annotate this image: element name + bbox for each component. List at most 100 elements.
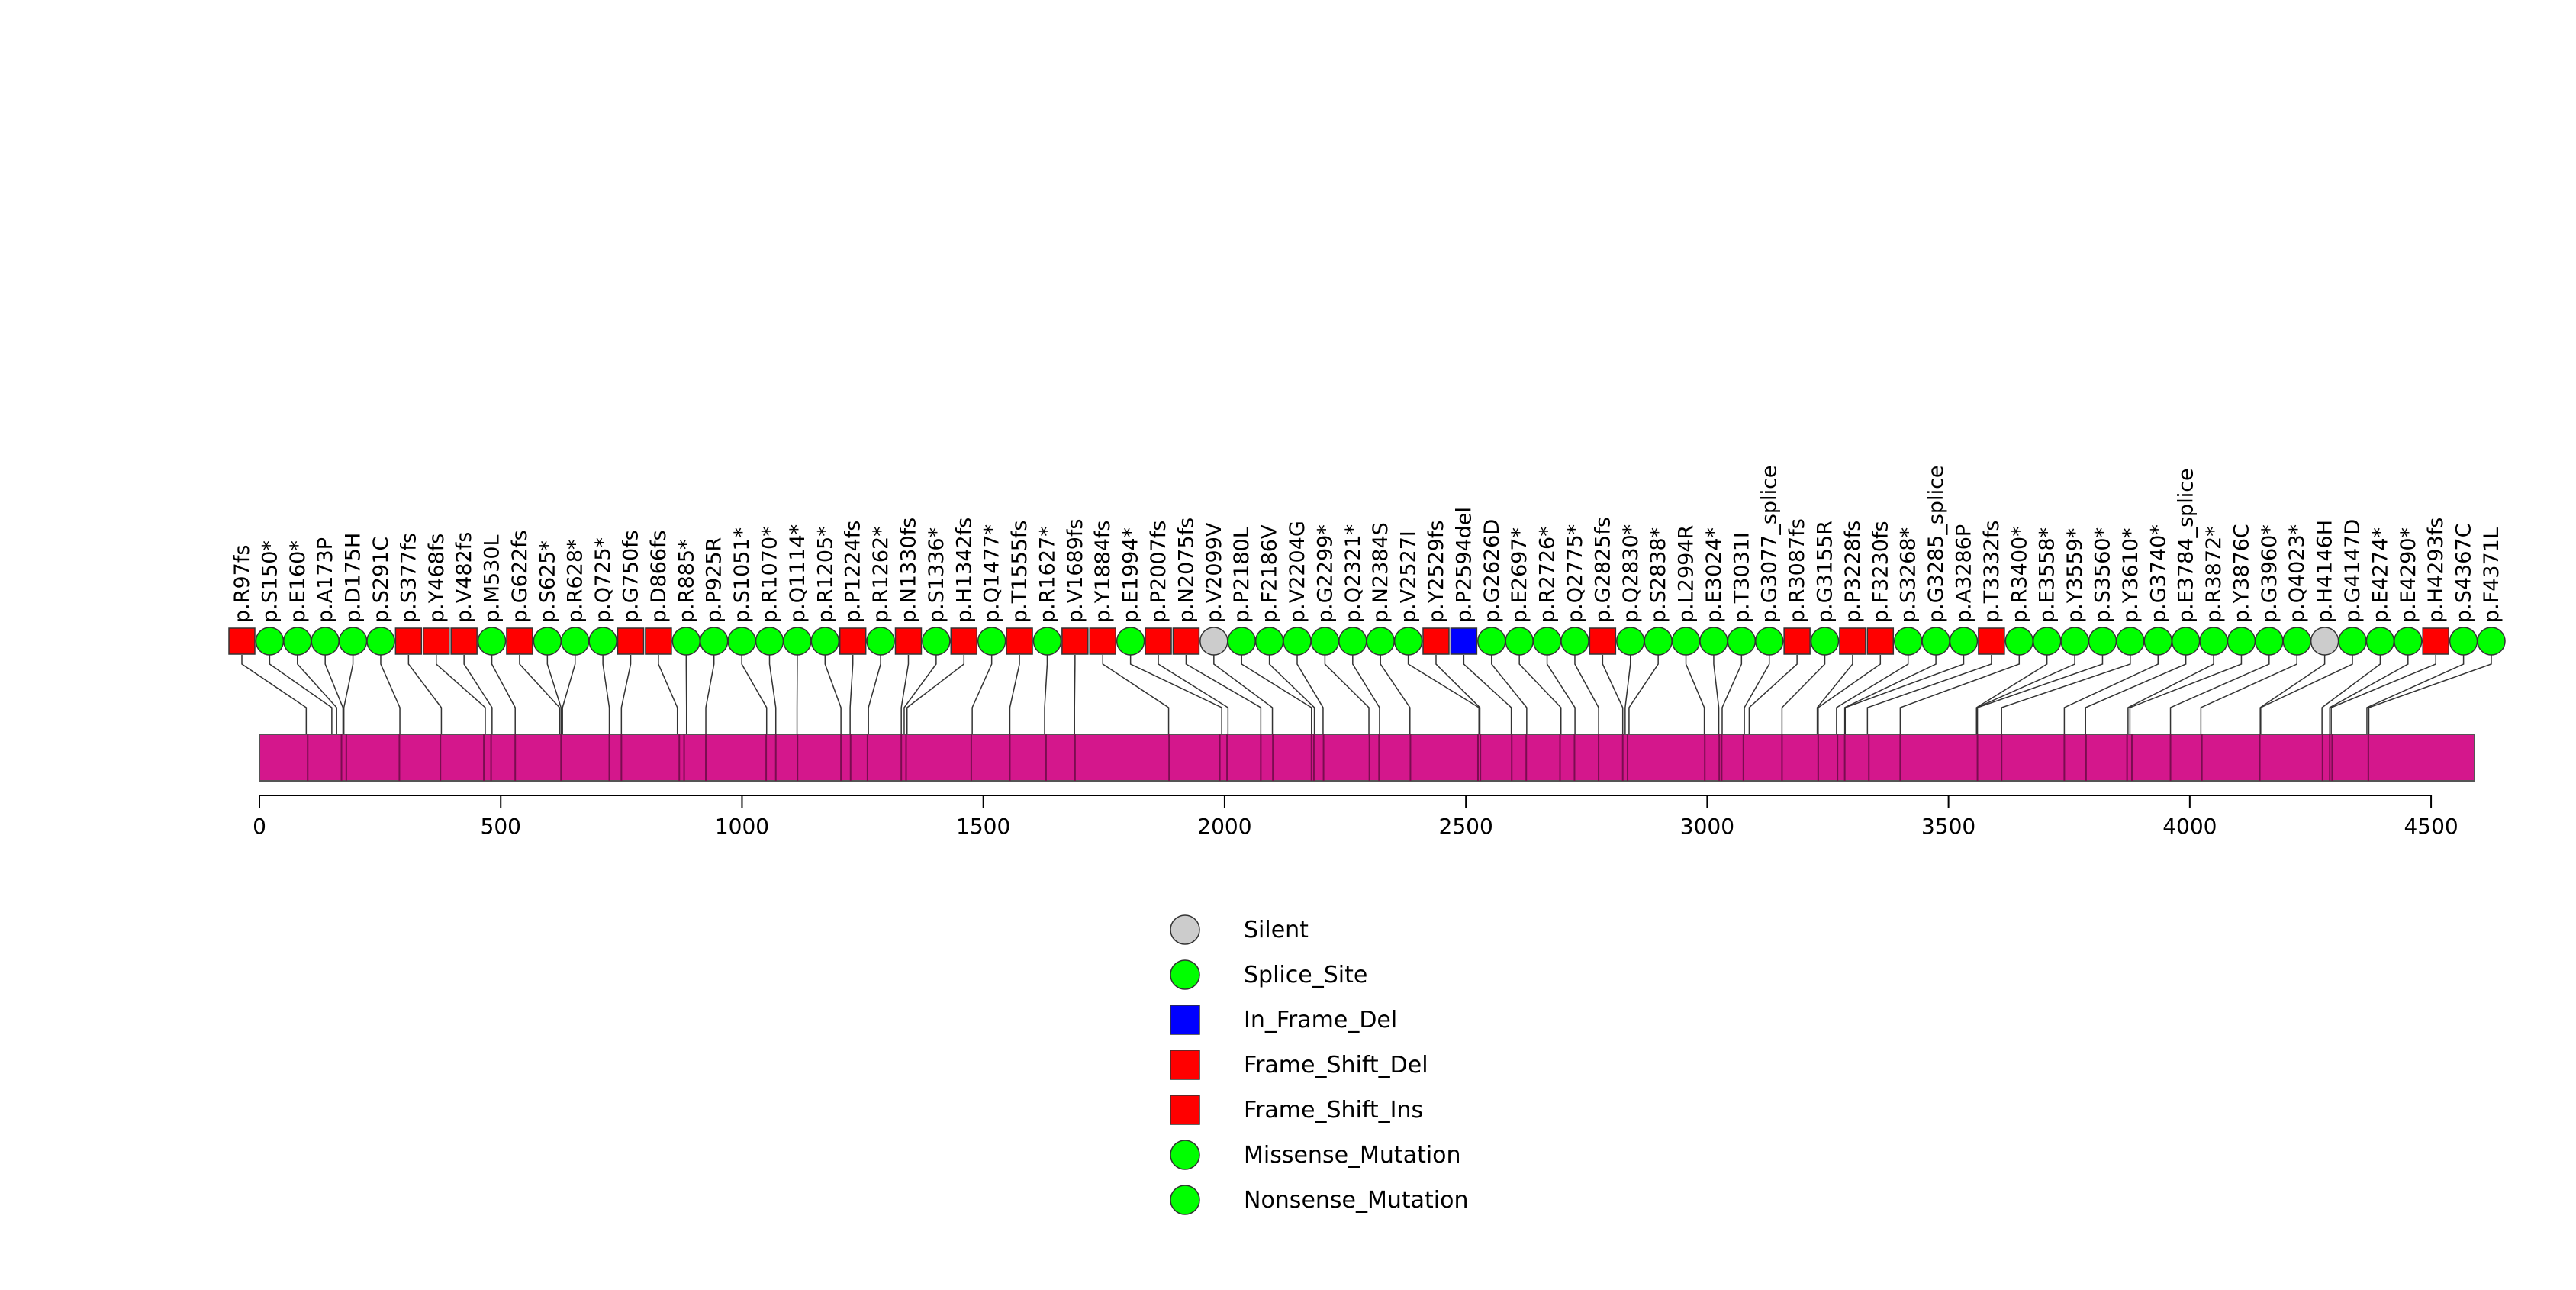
mutation-label: p.M530L <box>481 534 504 623</box>
mutation-marker-circle <box>1921 627 1950 656</box>
mutation-marker-circle <box>2394 627 2423 656</box>
mutation-marker-square <box>2422 627 2449 655</box>
mutation-marker-circle <box>1644 627 1673 656</box>
x-tick-label: 4500 <box>2404 814 2458 839</box>
mutation-label: p.S377fs <box>397 533 420 623</box>
mutation-label: p.S4367C <box>2452 524 2476 623</box>
mutation-label: p.F2186V <box>1258 524 1282 623</box>
mutation-label: p.P925R <box>703 537 726 623</box>
mutation-label: p.V2204G <box>1286 521 1309 623</box>
legend-swatch-circle <box>1170 1185 1200 1215</box>
legend-label: Frame_Shift_Ins <box>1244 1097 1423 1124</box>
mutation-marker-circle <box>2227 627 2256 656</box>
mutation-label: p.Y2529fs <box>1425 521 1448 624</box>
mutation-label: p.R1627* <box>1035 526 1059 623</box>
mutation-marker-circle <box>1810 627 1840 656</box>
mutation-label: p.R3400* <box>2008 526 2031 623</box>
mutation-label: p.T3332fs <box>1980 521 2004 624</box>
mutation-marker-circle <box>1505 627 1534 656</box>
mutation-marker-circle <box>699 627 729 656</box>
legend-swatch-square <box>1170 1050 1200 1080</box>
mutation-marker-circle <box>671 627 701 656</box>
mutation-marker-circle <box>1727 627 1757 656</box>
mutation-marker-square <box>228 627 256 655</box>
legend-swatch-circle <box>1170 959 1200 990</box>
mutation-label: p.G2626D <box>1480 519 1504 623</box>
mutation-label: p.A3286P <box>1952 524 1975 623</box>
mutation-label: p.G3285_splice <box>1924 465 1948 623</box>
mutation-marker-circle <box>1616 627 1645 656</box>
mutation-label: p.R2726* <box>1536 526 1560 623</box>
mutation-label: p.G3155R <box>1814 521 1837 623</box>
mutation-marker-square <box>423 627 450 655</box>
mutation-label: p.Q4023* <box>2285 524 2309 623</box>
mutation-marker-square <box>950 627 978 655</box>
mutation-label: p.Q2775* <box>1563 524 1587 623</box>
mutation-marker-circle <box>1893 627 1923 656</box>
mutation-marker-circle <box>1338 627 1367 656</box>
mutation-label: p.D866fs <box>647 530 671 623</box>
mutation-label: p.V482fs <box>452 532 476 623</box>
mutation-label: p.G2825fs <box>1591 517 1615 623</box>
mutation-marker-square <box>1006 627 1033 655</box>
mutation-label: p.P2594del <box>1452 507 1476 623</box>
mutation-label: p.G622fs <box>508 530 532 623</box>
x-tick-label: 3500 <box>1921 814 1975 839</box>
mutation-marker-square <box>1061 627 1089 655</box>
mutation-marker-square <box>1450 627 1478 655</box>
mutation-marker-circle <box>1477 627 1506 656</box>
mutation-marker-circle <box>366 627 395 656</box>
mutation-label: p.Y3559* <box>2063 528 2087 623</box>
mutation-marker-circle <box>1032 627 1062 656</box>
domain-boundaries <box>307 734 2369 781</box>
mutation-marker-circle <box>560 627 590 656</box>
mutation-marker-circle <box>1199 627 1228 656</box>
mutation-marker-circle <box>1366 627 1395 656</box>
mutation-label: p.Q1114* <box>786 524 810 623</box>
mutation-marker-square <box>1145 627 1172 655</box>
mutation-marker-circle <box>2032 627 2062 656</box>
mutation-label: p.R97fs <box>230 545 254 623</box>
mutation-label: p.Y3876C <box>2230 524 2253 623</box>
mutation-label: p.R3087fs <box>1785 518 1809 623</box>
x-tick-label: 0 <box>253 814 266 839</box>
legend-label: Splice_Site <box>1244 962 1367 988</box>
mutation-label: p.N2075fs <box>1174 518 1198 623</box>
mutation-marker-circle <box>2310 627 2339 656</box>
mutation-label: p.N1330fs <box>897 518 920 623</box>
mutation-marker-circle <box>2282 627 2311 656</box>
mutation-marker-circle <box>2171 627 2201 656</box>
protein-domain-bar <box>259 734 2475 782</box>
mutation-label: p.R3872* <box>2202 526 2226 623</box>
mutation-marker-square <box>839 627 867 655</box>
mutation-marker-circle <box>1532 627 1562 656</box>
mutation-marker-square <box>506 627 533 655</box>
mutation-label: p.P2007fs <box>1147 521 1170 623</box>
x-tick-label: 4000 <box>2162 814 2217 839</box>
mutation-marker-square <box>450 627 478 655</box>
mutation-marker-circle <box>1254 627 1284 656</box>
mutation-marker-square <box>394 627 423 655</box>
mutation-label: p.Q1477* <box>980 524 1004 623</box>
mutation-marker-circle <box>1310 627 1340 656</box>
mutation-marker-circle <box>1754 627 1784 656</box>
mutation-label: p.R885* <box>675 539 698 623</box>
mutation-marker-circle <box>2199 627 2228 656</box>
mutation-marker-circle <box>866 627 895 656</box>
mutation-marker-circle <box>2004 627 2034 656</box>
mutation-marker-circle <box>755 627 784 656</box>
mutation-label: p.R1205* <box>813 526 837 623</box>
mutation-marker-square <box>1422 627 1450 655</box>
x-tick-label: 2500 <box>1439 814 1493 839</box>
mutation-marker-circle <box>1699 627 1728 656</box>
mutation-marker-square <box>1839 627 1866 655</box>
mutation-label: p.V2099V <box>1203 522 1226 623</box>
x-tick-label: 3000 <box>1680 814 1734 839</box>
mutation-marker-circle <box>2143 627 2173 656</box>
mutation-marker-circle <box>2477 627 2506 656</box>
x-tick-label: 2000 <box>1197 814 1251 839</box>
mutation-marker-circle <box>2088 627 2117 656</box>
mutation-marker-square <box>1089 627 1116 655</box>
x-tick-label: 500 <box>481 814 521 839</box>
